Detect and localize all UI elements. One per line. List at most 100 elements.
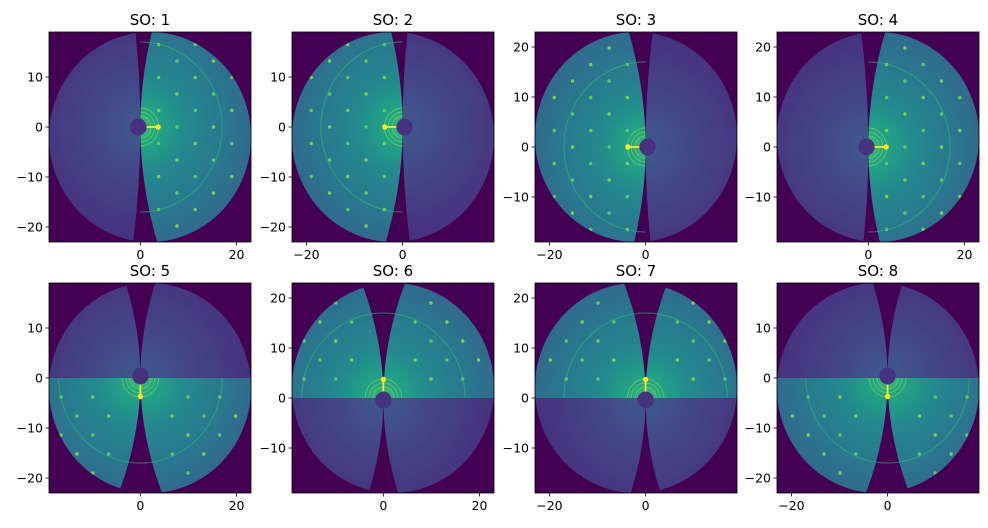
bragg-spot — [589, 161, 593, 166]
y-tick-label: 10 — [270, 70, 286, 85]
bragg-spot — [193, 141, 197, 146]
bragg-spot — [921, 227, 925, 232]
beamstop — [879, 367, 896, 385]
bragg-spot — [382, 108, 387, 113]
bragg-spot — [625, 128, 630, 133]
bragg-spot — [548, 358, 553, 362]
bragg-spot — [156, 141, 161, 146]
panel-3: SO: 3 −20 0 −10 0 10 20 — [503, 11, 738, 262]
y-tick-label: −10 — [745, 421, 771, 436]
bragg-spot — [43, 452, 46, 456]
bragg-spot — [233, 414, 238, 418]
bragg-spot — [707, 320, 711, 324]
x-tick-label: 0 — [399, 247, 407, 262]
bragg-spot — [958, 95, 962, 100]
bragg-spot — [933, 471, 937, 475]
panel-title: SO: 7 — [616, 262, 656, 280]
bragg-spot — [170, 452, 174, 456]
bragg-spot — [589, 227, 593, 232]
bright-half — [868, 32, 979, 242]
bragg-spot — [286, 358, 289, 362]
bragg-spot — [612, 320, 616, 324]
bragg-spot — [346, 141, 350, 146]
bragg-spot — [193, 42, 197, 47]
y-tick-label: −10 — [503, 190, 529, 205]
x-tick-label: −20 — [536, 498, 562, 513]
x-tick-label: 20 — [229, 247, 245, 262]
y-tick-label: 10 — [270, 341, 286, 356]
bragg-spot — [382, 174, 387, 179]
powder-ring — [140, 41, 223, 213]
bragg-spot — [318, 320, 322, 324]
bragg-spot — [309, 141, 313, 146]
powder-ring — [626, 378, 665, 399]
bragg-spot — [854, 452, 858, 456]
powder-ring — [868, 61, 951, 233]
bragg-spot — [175, 158, 179, 162]
strong-reflection — [883, 144, 889, 150]
bragg-spot — [596, 377, 600, 381]
bragg-spot — [202, 414, 206, 418]
bragg-spot — [309, 174, 313, 179]
bragg-spot — [917, 452, 922, 456]
bragg-spot — [806, 433, 810, 437]
bragg-spot — [413, 358, 417, 362]
diffraction-image — [43, 283, 251, 493]
bragg-spot — [211, 92, 216, 96]
powder-ring — [320, 41, 403, 213]
bragg-spot — [186, 395, 190, 399]
bragg-spot — [949, 452, 953, 456]
panel-1: SO: 1 0 20 −20 −10 0 10 — [17, 11, 252, 262]
bragg-spot — [691, 301, 695, 305]
y-tick-label: 10 — [755, 90, 771, 105]
bragg-spot — [607, 46, 611, 50]
bragg-spot — [429, 339, 433, 343]
bragg-spot — [939, 178, 944, 182]
bragg-spot — [286, 320, 289, 324]
bragg-spot — [939, 79, 944, 83]
bragg-spot — [413, 320, 417, 324]
bragg-spot — [607, 145, 611, 149]
powder-ring — [58, 377, 223, 464]
powder-ring — [563, 61, 646, 233]
axes-frame — [534, 282, 738, 494]
bragg-spot — [156, 75, 161, 80]
bragg-spot — [364, 191, 368, 195]
bragg-spot — [903, 79, 907, 83]
bragg-spot — [903, 46, 907, 50]
bragg-spot — [186, 433, 190, 437]
bragg-spot — [318, 358, 322, 362]
bragg-spot — [917, 414, 922, 418]
x-tick-label: −20 — [778, 498, 804, 513]
bragg-spot — [939, 145, 944, 149]
bragg-spot — [382, 75, 387, 80]
bragg-spot — [175, 92, 179, 96]
bragg-spot — [903, 211, 907, 215]
bragg-spot — [193, 174, 197, 179]
bragg-spot — [429, 377, 433, 381]
x-tick-label: 20 — [472, 498, 488, 513]
bragg-spot — [175, 26, 178, 30]
bragg-spot — [43, 414, 46, 418]
bragg-spot — [461, 339, 465, 343]
x-tick-label: 0 — [379, 498, 387, 513]
bragg-spot — [309, 108, 313, 113]
bragg-spot — [607, 211, 611, 215]
bragg-spot — [302, 339, 306, 343]
beamstop — [639, 138, 656, 156]
x-tick-label: −20 — [536, 247, 562, 262]
axes-frame — [48, 31, 252, 243]
bragg-spot — [211, 125, 216, 129]
bragg-spot — [327, 158, 332, 162]
bragg-spot — [838, 471, 842, 475]
bragg-spot — [675, 320, 680, 324]
diffraction-image — [292, 32, 494, 242]
y-tick-label: 20 — [270, 291, 286, 306]
bragg-spot — [193, 75, 197, 80]
bragg-spot — [445, 358, 449, 362]
bragg-spot — [921, 62, 925, 67]
bragg-spot — [739, 320, 742, 324]
bragg-spot — [106, 414, 111, 418]
bragg-spot — [607, 244, 610, 248]
